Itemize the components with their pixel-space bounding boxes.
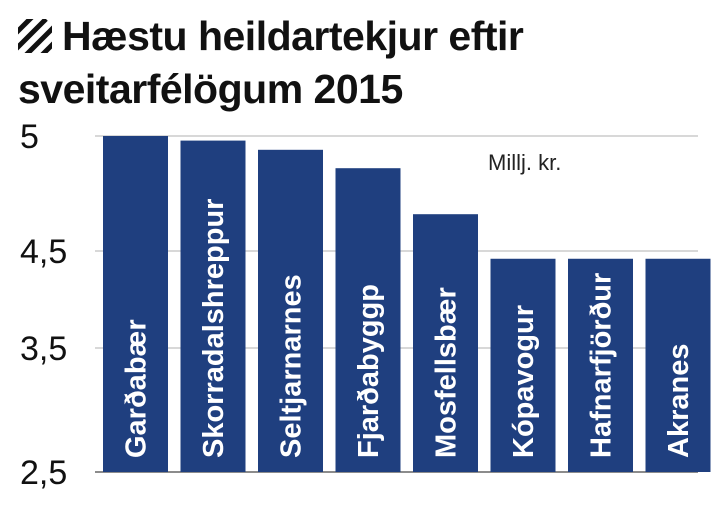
bar <box>103 136 168 472</box>
bar <box>490 258 556 472</box>
diagonal-stripes-icon <box>18 19 52 53</box>
bar-category-label: Skorradalshreppur <box>198 199 230 458</box>
bar-category-label: Fjarðabyggp <box>353 284 385 458</box>
bar <box>568 258 633 472</box>
bar-category-label: Kópavogur <box>508 305 540 458</box>
chart-title-text: Hæstu heildartekjur eftir sveitarfélögum… <box>18 13 524 112</box>
bars: Garðabær Skorradalshreppur Seltjarnarnes Fj… <box>103 136 711 473</box>
bar-category-label: Akranes <box>663 344 695 458</box>
y-tick-label: 5 <box>20 118 39 156</box>
bar <box>335 168 401 472</box>
bar <box>413 214 478 472</box>
bar <box>180 140 246 472</box>
bar-category-label: Hafnarfjörður <box>586 273 618 458</box>
y-tick-label: 2,5 <box>20 454 67 492</box>
unit-label: Millj. kr. <box>488 150 561 175</box>
bar <box>645 258 711 472</box>
chart-title: Hæstu heildartekjur eftir sveitarfélögum… <box>18 10 708 116</box>
bar-category-label: Seltjarnarnes <box>276 274 308 458</box>
title-block: Hæstu heildartekjur eftir sveitarfélögum… <box>18 10 708 116</box>
bar-category-label: Mosfellsbær <box>431 287 463 458</box>
y-tick-label: 4,5 <box>20 233 67 271</box>
bar-category-label: Garðabær <box>121 319 153 458</box>
y-tick-label: 3,5 <box>20 330 67 368</box>
bar <box>258 149 323 473</box>
y-axis-ticks: 5 4,5 3,5 2,5 <box>20 118 67 492</box>
